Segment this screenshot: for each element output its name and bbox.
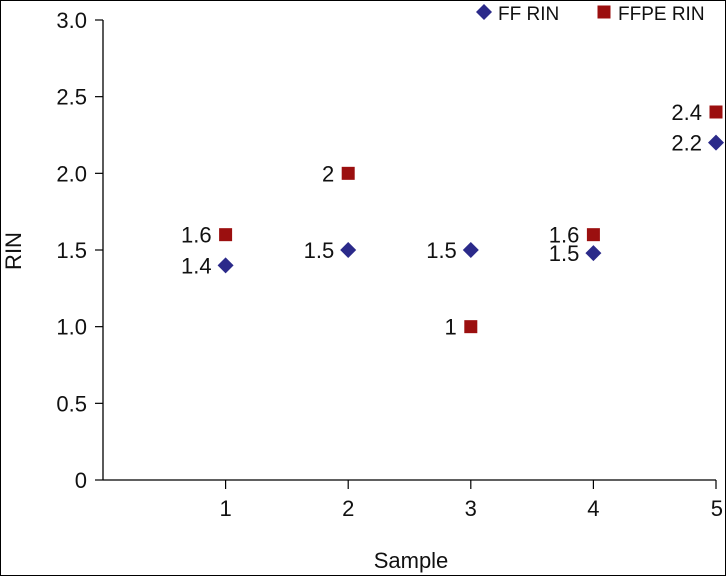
legend-ffpe-rin-marker (597, 5, 611, 19)
x-tick-label: 4 (587, 496, 599, 521)
ffpe-rin-point (464, 320, 478, 334)
ffpe-rin-point (219, 228, 233, 242)
x-axis-ticks: 1 2 3 4 5 (219, 480, 723, 521)
y-tick-label: 1.5 (56, 238, 87, 263)
x-tick-label: 5 (711, 496, 723, 521)
y-tick-label: 1.0 (56, 315, 87, 340)
ff-rin-point (462, 242, 479, 258)
y-axis-ticks: 0 0.5 1.0 1.5 2.0 2.5 3.0 (56, 8, 103, 493)
x-tick-label: 3 (465, 496, 477, 521)
ff-rin-point (217, 257, 234, 274)
ff-rin-data-label: 1.4 (181, 253, 212, 278)
ff-rin-data-label: 1.5 (426, 238, 457, 263)
ffpe-rin-data-label: 1.6 (549, 223, 580, 248)
x-tick-label: 2 (342, 496, 354, 521)
ffpe-rin-data-label: 2 (322, 161, 334, 186)
ff-rin-point (708, 134, 724, 151)
legend-ff-rin-marker (476, 4, 492, 20)
x-axis-title: Sample (374, 548, 449, 573)
y-tick-label: 0 (75, 468, 87, 493)
ff-rin-data-label: 1.5 (304, 238, 335, 263)
ff-rin-point (340, 242, 357, 258)
ff-rin-point (585, 245, 602, 262)
data-points (217, 105, 724, 334)
legend-ffpe-rin-label: FFPE RIN (618, 4, 705, 25)
y-axis-title: RIN (1, 232, 26, 270)
legend-ff-rin-label: FF RIN (498, 4, 559, 25)
ffpe-rin-data-label: 2.4 (671, 100, 702, 125)
ffpe-rin-point (586, 228, 600, 242)
axes (102, 20, 716, 481)
ffpe-rin-data-label: 1 (445, 315, 457, 340)
ff-rin-data-label: 2.2 (671, 131, 702, 156)
y-tick-label: 3.0 (56, 8, 87, 33)
y-tick-label: 0.5 (56, 391, 87, 416)
y-tick-label: 2.0 (56, 161, 87, 186)
legend: FF RIN FFPE RIN (476, 4, 705, 25)
ffpe-rin-point (341, 166, 355, 180)
data-labels: 1.4 1.5 1.5 1.5 2.2 1.6 2 1 1.6 2.4 (181, 100, 702, 340)
ffpe-rin-point (709, 105, 723, 119)
y-tick-label: 2.5 (56, 85, 87, 110)
x-tick-label: 1 (219, 496, 231, 521)
ffpe-rin-data-label: 1.6 (181, 223, 212, 248)
ff-rin-data-label: 1.5 (549, 241, 580, 266)
